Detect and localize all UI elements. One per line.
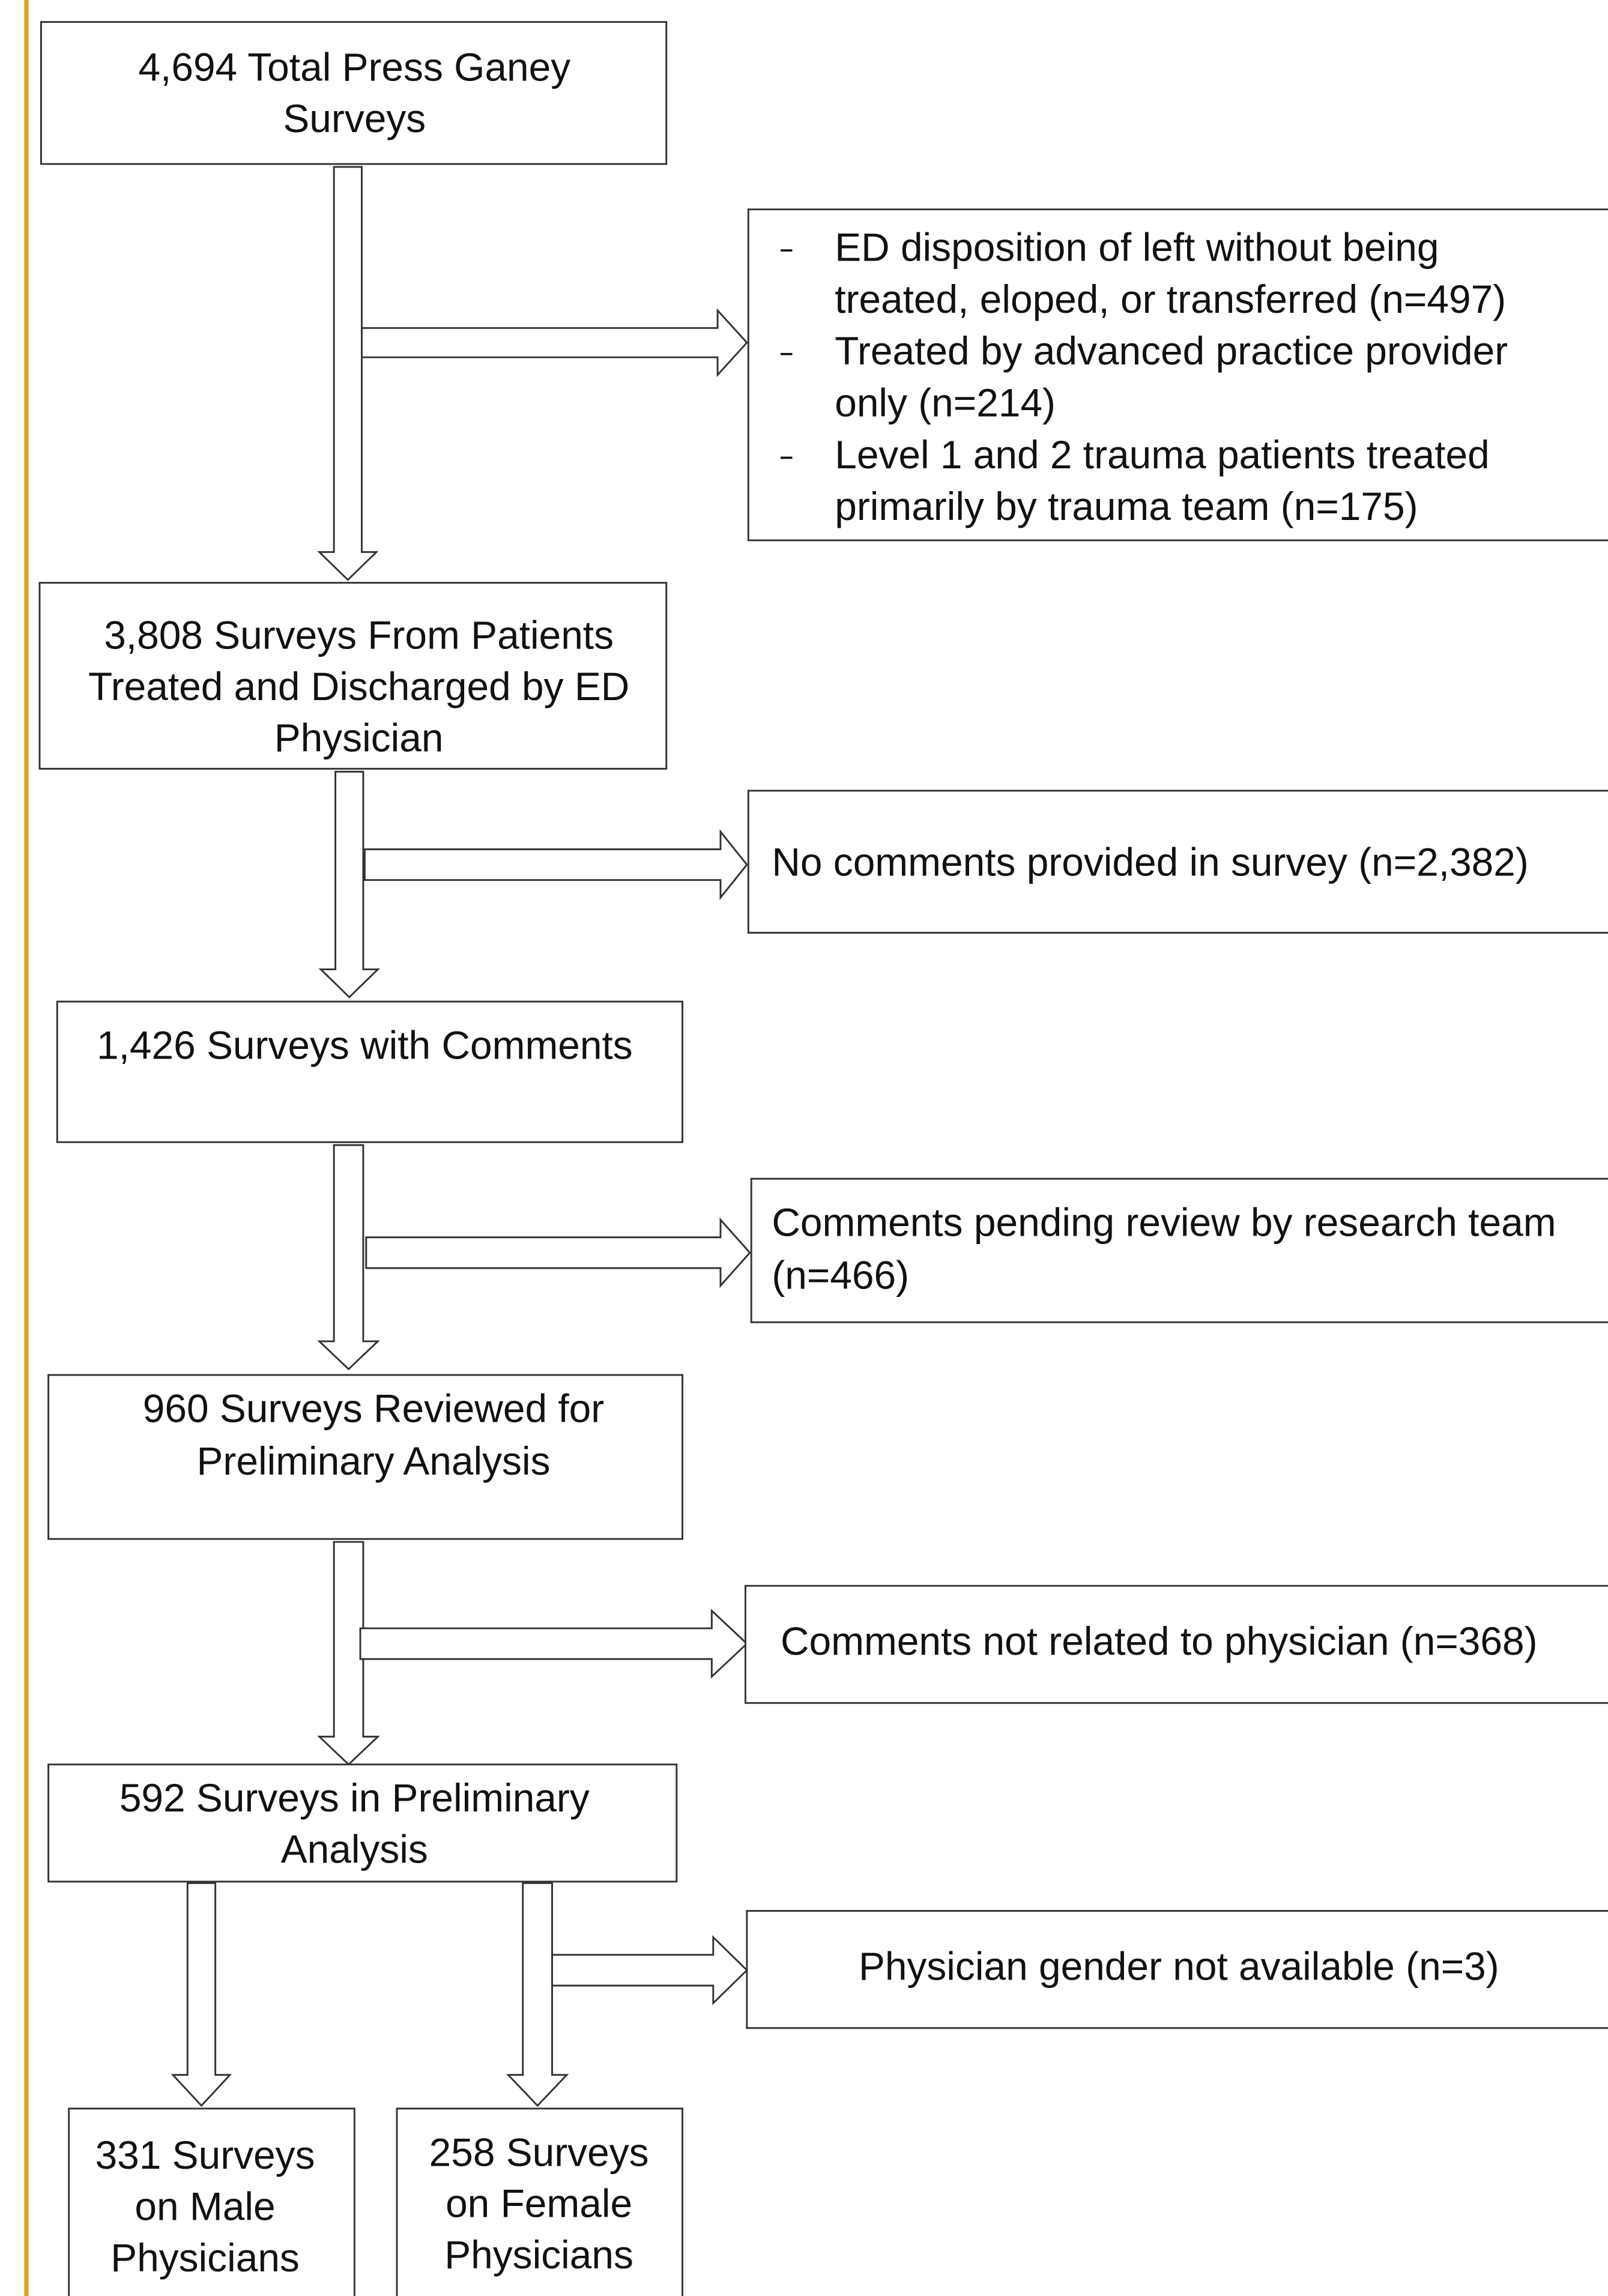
node-text: 1,426 Surveys with Comments (97, 1023, 633, 1068)
arrow-right (551, 1935, 748, 2005)
exclusion-text: Treated by advanced practice provider (835, 328, 1508, 373)
arrow-down (171, 1882, 232, 2107)
node-text: Physician (274, 715, 444, 760)
node-box (396, 2107, 684, 2296)
arrow-right (359, 1609, 749, 1679)
node-box (40, 21, 668, 165)
node-text: Physicians (110, 2235, 300, 2280)
node-text: 3,808 Surveys From Patients (104, 613, 614, 657)
node-text: 331 Surveys (95, 2133, 315, 2177)
node-box (56, 1000, 684, 1143)
node-text: 592 Surveys in Preliminary (119, 1775, 590, 1820)
exclusion-box (744, 1585, 1608, 1704)
node-text: Treated and Discharged by ED (88, 664, 629, 708)
node-text: Preliminary Analysis (197, 1439, 551, 1483)
exclusion-text: Comments pending review by research team (772, 1200, 1556, 1245)
exclusion-box (746, 1910, 1608, 2029)
node-text: 4,694 Total Press Ganey (138, 44, 570, 89)
exclusion-text: primarily by trauma team (n=175) (835, 484, 1418, 528)
exclusion-text: Comments not related to physician (n=368… (781, 1619, 1538, 1663)
exclusion-text: treated, eloped, or transferred (n=497) (835, 277, 1506, 321)
exclusion-box (747, 208, 1608, 542)
exclusion-text: only (n=214) (835, 380, 1056, 424)
exclusion-box (750, 1177, 1608, 1323)
arrow-right (363, 829, 748, 901)
exclusion-text: (n=466) (772, 1252, 909, 1297)
node-text: 960 Surveys Reviewed for (143, 1386, 604, 1430)
node-text: Surveys (283, 96, 426, 140)
node-box (47, 1763, 678, 1883)
node-box (68, 2107, 355, 2296)
arrow-down (317, 1144, 380, 1371)
node-text: 258 Surveys (429, 2130, 649, 2174)
arrow-down (318, 770, 380, 998)
arrow-down (317, 1541, 380, 1766)
exclusion-text: Level 1 and 2 trauma patients treated (835, 432, 1490, 477)
exclusion-text: No comments provided in survey (n=2,382) (772, 840, 1528, 884)
arrow-down (317, 166, 379, 581)
arrow-down (506, 1882, 569, 2107)
exclusion-text: ED disposition of left without being (835, 225, 1439, 269)
node-text: Physicians (444, 2232, 633, 2277)
arrow-right (361, 308, 748, 378)
arrow-right (365, 1217, 751, 1288)
node-text: Analysis (281, 1826, 428, 1871)
exclusion-text: Physician gender not available (n=3) (859, 1944, 1499, 1989)
node-box (38, 582, 668, 770)
node-box (47, 1374, 684, 1540)
node-text: on Female (446, 2181, 632, 2226)
exclusion-box (747, 790, 1608, 934)
node-text: on Male (135, 2184, 275, 2229)
